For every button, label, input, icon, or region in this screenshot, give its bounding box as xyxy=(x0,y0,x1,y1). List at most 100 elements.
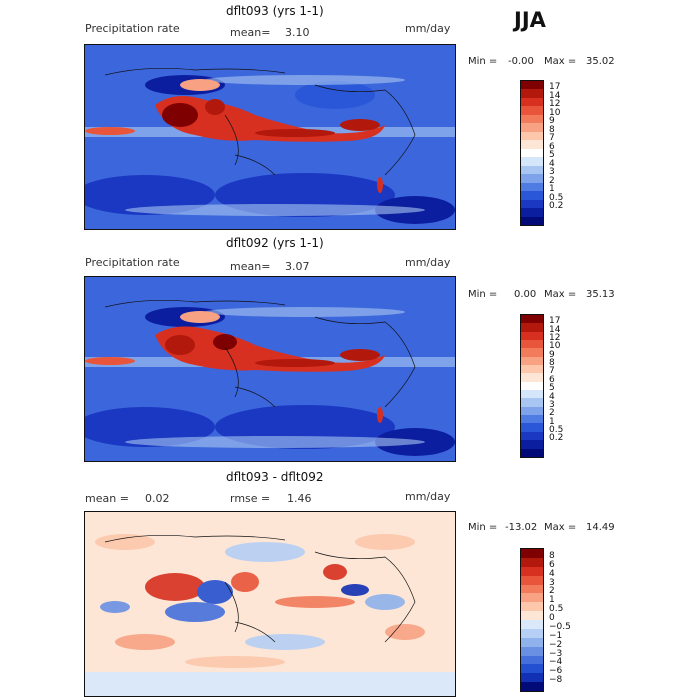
colorbar-swatch xyxy=(521,123,543,132)
panel-1-min-label: Min = xyxy=(468,56,498,67)
colorbar-tick-label: 14 xyxy=(549,90,561,101)
panel-2-min-value: 0.00 xyxy=(514,289,537,300)
panel-2-max-label: Max = xyxy=(544,289,577,300)
colorbar-swatch xyxy=(521,611,543,620)
colorbar-swatch xyxy=(521,140,543,149)
panel-3-units: mm/day xyxy=(405,490,451,503)
panel-2-units: mm/day xyxy=(405,256,451,269)
colorbar-tick-label: 4 xyxy=(549,568,555,579)
colorbar-swatch xyxy=(521,348,543,357)
colorbar-tick-label: 8 xyxy=(549,550,555,561)
panel-3-min-value: -13.02 xyxy=(505,522,538,533)
panel-3-mean-label: mean = xyxy=(85,492,129,505)
panel-2-mean-label: mean= xyxy=(230,260,271,273)
panel-1-max-value: 35.02 xyxy=(586,56,615,67)
panel-1-colorbar xyxy=(520,80,544,226)
colorbar-swatch xyxy=(521,549,543,558)
colorbar-tick-label: 3 xyxy=(549,167,555,178)
colorbar-tick-label: 10 xyxy=(549,107,561,118)
colorbar-swatch xyxy=(521,655,543,665)
colorbar-tick-label: 17 xyxy=(549,82,561,93)
colorbar-swatch xyxy=(521,356,543,366)
panel-3-min-label: Min = xyxy=(468,522,498,533)
colorbar-tick-label: 2 xyxy=(549,175,555,186)
panel-1-mean-value: 3.10 xyxy=(285,26,310,39)
colorbar-swatch xyxy=(521,381,543,391)
panel-2-max-value: 35.13 xyxy=(586,289,615,300)
panel-2-title: dflt092 (yrs 1-1) xyxy=(226,236,324,250)
colorbar-tick-label: 3 xyxy=(549,577,555,588)
colorbar-swatch xyxy=(521,182,543,192)
colorbar-swatch xyxy=(521,646,543,656)
panel-1-variable-label: Precipitation rate xyxy=(85,22,180,35)
panel-3-max-value: 14.49 xyxy=(586,522,615,533)
colorbar-swatch xyxy=(521,673,543,683)
colorbar-swatch xyxy=(521,423,543,432)
colorbar-swatch xyxy=(521,664,543,674)
colorbar-swatch xyxy=(521,557,543,567)
colorbar-tick-label: 0 xyxy=(549,613,555,623)
panel-1-precip-map xyxy=(84,44,456,230)
colorbar-tick-label: 7 xyxy=(549,133,555,144)
panel-1-min-value: -0.00 xyxy=(508,56,534,67)
colorbar-swatch xyxy=(521,431,543,441)
colorbar-tick-label: 1 xyxy=(549,184,555,195)
colorbar-swatch xyxy=(521,216,543,225)
colorbar-tick-label: 3 xyxy=(549,399,555,410)
colorbar-swatch xyxy=(521,81,543,90)
colorbar-tick-label: 0.5 xyxy=(549,192,564,203)
colorbar-swatch xyxy=(521,191,543,200)
colorbar-swatch xyxy=(521,398,543,407)
colorbar-tick-label: 6 xyxy=(549,374,555,385)
colorbar-swatch xyxy=(521,628,543,638)
colorbar-swatch xyxy=(521,208,543,217)
colorbar-swatch xyxy=(521,331,543,341)
panel-3-mean-value: 0.02 xyxy=(145,492,170,505)
panel-1-units: mm/day xyxy=(405,22,451,35)
colorbar-tick-label: 10 xyxy=(549,341,561,352)
colorbar-swatch xyxy=(521,584,543,594)
colorbar-swatch xyxy=(521,106,543,115)
panel-3-colorbar xyxy=(520,548,544,692)
colorbar-swatch xyxy=(521,575,543,585)
colorbar-swatch xyxy=(521,174,543,183)
colorbar-tick-label: 5 xyxy=(549,383,555,394)
colorbar-tick-label: −1 xyxy=(549,630,563,641)
colorbar-swatch xyxy=(521,390,543,399)
colorbar-tick-label: 8 xyxy=(549,358,555,369)
colorbar-swatch xyxy=(521,415,543,424)
colorbar-tick-label: 2 xyxy=(549,586,555,597)
colorbar-tick-label: 4 xyxy=(549,158,555,169)
colorbar-swatch xyxy=(521,593,543,603)
colorbar-tick-label: 0.5 xyxy=(549,424,564,435)
colorbar-tick-label: −6 xyxy=(549,666,563,677)
colorbar-swatch xyxy=(521,620,543,629)
colorbar-tick-label: 6 xyxy=(549,559,555,570)
colorbar-swatch xyxy=(521,440,543,449)
colorbar-swatch xyxy=(521,131,543,141)
colorbar-swatch xyxy=(521,199,543,209)
panel-1-max-label: Max = xyxy=(544,56,577,67)
colorbar-tick-label: −4 xyxy=(549,657,563,668)
colorbar-swatch xyxy=(521,448,543,457)
colorbar-tick-label: 2 xyxy=(549,408,555,419)
colorbar-tick-label: 9 xyxy=(549,349,555,360)
colorbar-tick-label: −2 xyxy=(549,639,563,650)
panel-3-title: dflt093 - dflt092 xyxy=(226,470,324,484)
colorbar-tick-label: 1 xyxy=(549,595,555,606)
colorbar-swatch xyxy=(521,566,543,576)
colorbar-tick-label: 6 xyxy=(549,141,555,152)
panel-1-title: dflt093 (yrs 1-1) xyxy=(226,4,324,18)
colorbar-tick-label: 5 xyxy=(549,150,555,161)
colorbar-swatch xyxy=(521,148,543,158)
colorbar-swatch xyxy=(521,365,543,374)
colorbar-tick-label: 17 xyxy=(549,316,561,327)
colorbar-swatch xyxy=(521,165,543,175)
colorbar-swatch xyxy=(521,406,543,416)
panel-3-difference-map xyxy=(84,511,456,697)
colorbar-swatch xyxy=(521,682,543,691)
colorbar-tick-label: 12 xyxy=(549,333,561,344)
colorbar-tick-label: 9 xyxy=(549,116,555,127)
colorbar-tick-label: −8 xyxy=(549,675,563,686)
panel-3-rmse-label: rmse = xyxy=(230,492,271,505)
